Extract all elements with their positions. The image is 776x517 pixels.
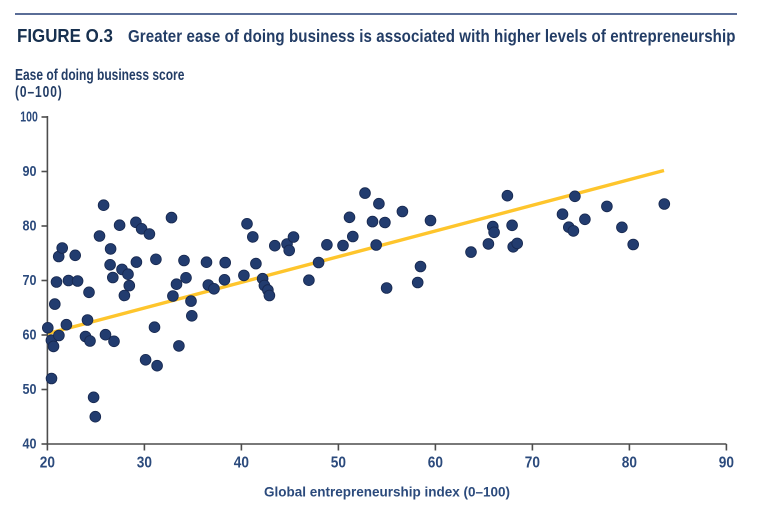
- svg-text:90: 90: [719, 455, 734, 472]
- svg-text:80: 80: [23, 218, 37, 234]
- svg-text:20: 20: [40, 455, 55, 472]
- svg-text:90: 90: [23, 164, 37, 180]
- svg-text:40: 40: [23, 436, 37, 452]
- svg-text:60: 60: [23, 327, 37, 343]
- svg-text:70: 70: [23, 273, 37, 289]
- svg-text:50: 50: [331, 455, 346, 472]
- svg-text:80: 80: [622, 455, 637, 472]
- svg-text:50: 50: [23, 382, 37, 398]
- svg-text:Global entrepreneurship index: Global entrepreneurship index (0–100): [264, 485, 510, 500]
- svg-text:100: 100: [20, 109, 38, 125]
- svg-text:60: 60: [428, 455, 443, 472]
- svg-text:30: 30: [137, 455, 152, 472]
- svg-text:40: 40: [234, 455, 249, 472]
- svg-text:70: 70: [525, 455, 540, 472]
